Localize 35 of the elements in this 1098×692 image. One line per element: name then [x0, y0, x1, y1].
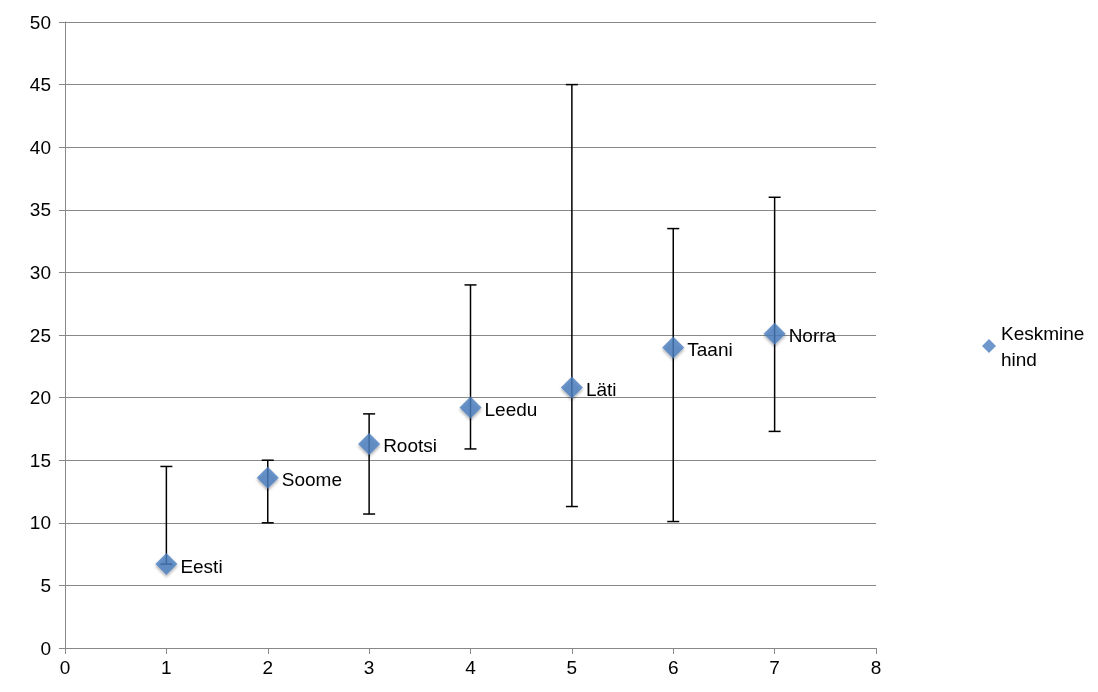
point: [358, 432, 381, 455]
annotation: Soome: [281, 469, 342, 491]
x-tick-label: 0: [59, 657, 71, 678]
annotation: Läti: [585, 379, 617, 401]
y-tick-label: 10: [29, 512, 51, 534]
annotation: Norra: [788, 325, 837, 347]
x-tick-label: 1: [161, 657, 172, 678]
annotation: Eesti: [180, 555, 223, 577]
point: [155, 553, 178, 576]
y-tick-label: 50: [29, 11, 51, 33]
annotation: Rootsi: [383, 435, 437, 457]
y-tick-label: 40: [29, 136, 51, 158]
x-tick-label: 5: [566, 657, 578, 678]
point: [662, 336, 685, 359]
point: [763, 322, 786, 345]
point: [459, 396, 482, 419]
legend-label: Keskmine hind: [1001, 322, 1090, 370]
x-tick-label: 2: [262, 657, 274, 678]
x-tick-label: 7: [769, 657, 780, 678]
point: [256, 466, 279, 489]
x-tick-label: 8: [870, 657, 882, 678]
x-tick-label: 6: [667, 657, 679, 678]
x-tick-label: 4: [465, 657, 477, 678]
y-tick-label: 5: [40, 574, 51, 596]
point: [560, 376, 583, 399]
annotation: Leedu: [484, 399, 538, 421]
y-tick-label: 30: [29, 261, 51, 283]
y-tick-label: 45: [29, 74, 51, 96]
y-tick-label: 15: [29, 449, 51, 471]
x-tick-label: 3: [363, 657, 375, 678]
y-tick-label: 20: [29, 387, 51, 409]
y-tick-label: 35: [29, 199, 51, 221]
y-tick-label: 0: [40, 637, 51, 659]
annotation: Taani: [687, 339, 733, 361]
y-tick-label: 25: [29, 324, 51, 346]
